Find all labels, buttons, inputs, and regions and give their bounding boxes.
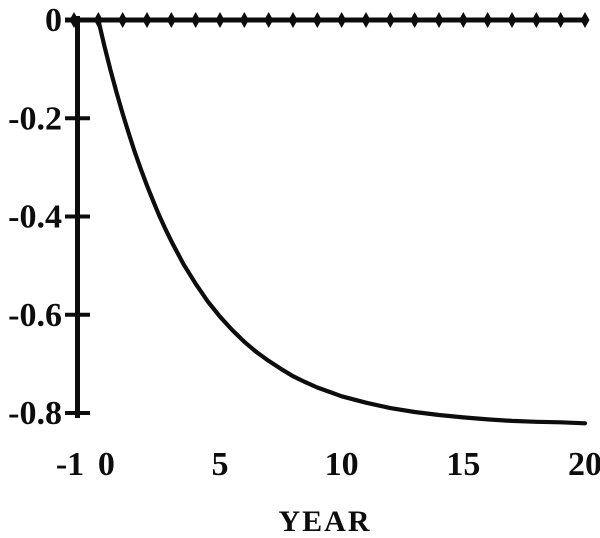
zero-baseline-marker — [215, 12, 225, 28]
zero-baseline-marker — [337, 12, 347, 28]
y-tick-label: 0 — [45, 2, 62, 39]
decay-curve-path — [96, 17, 588, 426]
series — [65, 12, 590, 426]
y-tick-label: -0.2 — [8, 100, 62, 137]
zero-baseline-marker — [142, 12, 152, 28]
zero-baseline-marker — [556, 12, 566, 28]
zero-baseline-marker — [458, 12, 468, 28]
x-tick-label: 15 — [446, 446, 480, 483]
y-tick-label: -0.8 — [8, 395, 62, 432]
zero-baseline-marker — [580, 12, 590, 28]
x-tick-label: 20 — [568, 446, 600, 483]
zero-baseline-marker — [166, 12, 176, 28]
y-tick-label: -0.4 — [8, 199, 62, 236]
zero-baseline-marker — [434, 12, 444, 28]
x-tick-label: 10 — [325, 446, 359, 483]
zero-baseline-marker — [69, 12, 79, 28]
y-tick-label: -0.6 — [8, 297, 62, 334]
zero-baseline-marker — [288, 12, 298, 28]
zero-baseline-marker — [531, 12, 541, 28]
axes: 0 -0.2 -0.4 -0.6 -0.8 — [8, 2, 90, 432]
zero-baseline-marker — [361, 12, 371, 28]
zero-baseline-marker — [410, 12, 420, 28]
x-tick-label: -1 — [56, 446, 84, 483]
zero-baseline-marker — [507, 12, 517, 28]
zero-baseline-marker — [483, 12, 493, 28]
zero-baseline-marker — [385, 12, 395, 28]
x-tick-label: 5 — [212, 446, 229, 483]
x-tick-labels: -1 0 5 10 15 20 — [56, 446, 600, 483]
x-tick-label: 0 — [98, 446, 115, 483]
x-axis-title: YEAR — [278, 505, 371, 538]
zero-baseline-marker — [239, 12, 249, 28]
zero-baseline-marker — [118, 12, 128, 28]
zero-baseline-marker — [191, 12, 201, 28]
zero-baseline-marker — [312, 12, 322, 28]
zero-baseline-marker — [264, 12, 274, 28]
